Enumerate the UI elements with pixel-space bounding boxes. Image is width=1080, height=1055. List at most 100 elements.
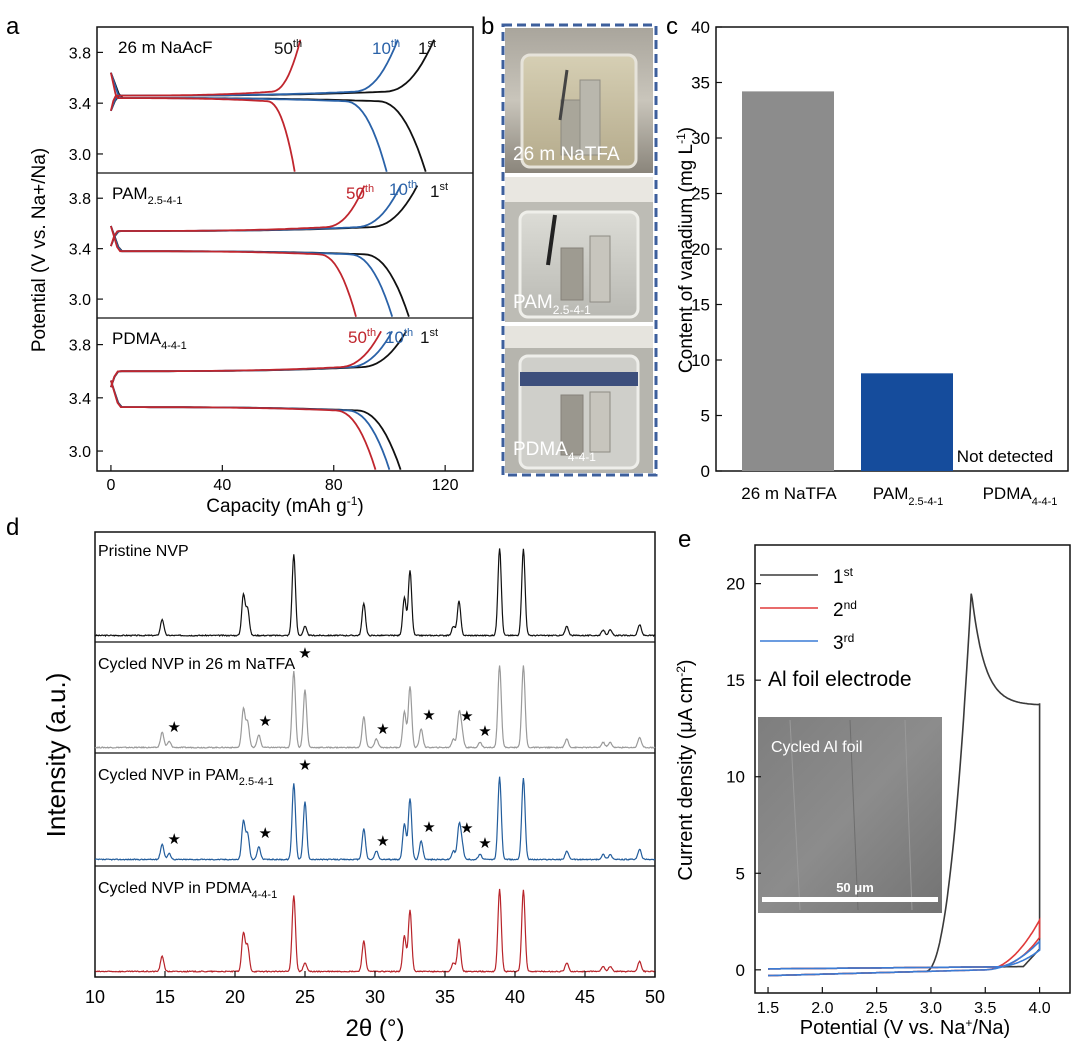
- photo-pam: PAM2.5-4-1: [505, 177, 653, 322]
- discharge-curve-10th: [110, 225, 394, 317]
- xtick-label: 35: [435, 987, 455, 1007]
- impurity-star: ★: [460, 708, 473, 725]
- panel-a-ylabel: Potential (V vs. Na+/Na): [29, 148, 50, 352]
- legend-2nd: 2nd: [833, 598, 857, 621]
- panel-d-frame: [94, 531, 656, 978]
- discharge-curve-10th: [110, 72, 388, 172]
- panel-e-frame: [754, 544, 1071, 994]
- panel-d-stars: ★ ★ ★ ★ ★ ★ ★ ★ ★ ★ ★ ★ ★ ★: [167, 645, 491, 852]
- subplot-1-title: 26 m NaAcF: [118, 38, 212, 57]
- discharge-curve-50th: [110, 380, 377, 470]
- impurity-star: ★: [258, 713, 271, 730]
- panel-a-curves: [110, 39, 435, 470]
- ytick-label: 20: [726, 575, 745, 594]
- ytick-label: 3.8: [69, 45, 91, 62]
- photo-pdma: PDMA4-4-1: [505, 326, 653, 473]
- impurity-star: ★: [258, 825, 271, 842]
- ytick-label: 25: [691, 185, 710, 204]
- pattern-2-label: Cycled NVP in 26 m NaTFA: [98, 656, 295, 673]
- s3-label-10th: 10th: [385, 327, 413, 347]
- scale-bar: [762, 897, 938, 902]
- impurity-star: ★: [422, 707, 435, 724]
- scale-bar-label: 50 μm: [836, 880, 874, 895]
- xrd-pattern-0: [94, 548, 655, 637]
- panel-letter-d: d: [6, 514, 19, 541]
- pattern-3-label: Cycled NVP in PAM2.5-4-1: [98, 767, 274, 788]
- panel-d-patterns: [94, 548, 656, 974]
- panel-c-not-detected: Not detected: [957, 447, 1053, 466]
- ytick-label: 3.4: [69, 242, 91, 259]
- s1-label-10th: 10th: [372, 38, 400, 58]
- charge-curve-50th: [110, 185, 366, 247]
- xtick-label: 30: [365, 987, 385, 1007]
- ytick-label: 3.4: [69, 96, 91, 113]
- xtick-label: 15: [155, 987, 175, 1007]
- impurity-star: ★: [167, 831, 180, 848]
- xtick-label: 25: [295, 987, 315, 1007]
- s2-label-50th: 50th: [346, 183, 374, 203]
- ytick-label: 40: [691, 18, 710, 37]
- xtick-label: 40: [505, 987, 525, 1007]
- panel-e-ylabel: Current density (μA cm-2): [674, 659, 697, 880]
- xtick-label: 1.5: [757, 1000, 779, 1017]
- ytick-label: 0: [736, 961, 745, 980]
- impurity-star: ★: [478, 723, 491, 740]
- xtick-label: 3.0: [920, 1000, 942, 1017]
- photo-pdma-label: PDMA4-4-1: [513, 439, 596, 464]
- impurity-star: ★: [298, 645, 311, 662]
- ytick-label: 15: [726, 671, 745, 690]
- xtick-label: 0: [106, 477, 115, 494]
- cv-cycle-3: [768, 939, 1041, 977]
- xtick-label: 2.0: [811, 1000, 833, 1017]
- panel-c-vanadium-bar: 0 5 10 15 20 25 30 35 40 26 m NaTFA PAM2.5-4-1 P…: [674, 18, 1069, 508]
- panel-e-curves: [768, 593, 1041, 977]
- ytick-label: 0: [701, 462, 710, 481]
- ytick-label: 35: [691, 74, 710, 93]
- panel-a-xticks: 0 40 80 120: [106, 465, 459, 494]
- panel-b-dashed-frame: [501, 23, 658, 477]
- impurity-star: ★: [376, 721, 389, 738]
- impurity-star: ★: [478, 835, 491, 852]
- inset-label: Cycled Al foil: [771, 739, 863, 756]
- ytick-label: 3.0: [69, 292, 91, 309]
- ytick-label: 3.8: [69, 191, 91, 208]
- panel-a-charge-discharge: 3.0 3.4 3.8 3.0 3.4 3.8 3.0 3.4 3.8 0 40 80 120 26 …: [29, 26, 474, 517]
- panel-a-yticks: 3.0 3.4 3.8 3.0 3.4 3.8 3.0 3.4 3.8: [69, 45, 103, 461]
- xtick-label: 10: [85, 987, 105, 1007]
- panel-e-legend: 1st 2nd 3rd: [760, 565, 857, 654]
- panel-e-yticks: 0 5 10 15 20: [726, 575, 761, 980]
- panel-c-bars: [742, 91, 953, 471]
- discharge-curve-50th: [110, 225, 357, 317]
- panel-e-xlabel: Potential (V vs. Na+/Na): [800, 1016, 1010, 1039]
- legend-3rd: 3rd: [833, 631, 854, 654]
- xtick-label: 45: [575, 987, 595, 1007]
- xrd-pattern-1: [94, 665, 656, 749]
- impurity-star: ★: [167, 719, 180, 736]
- charge-curve-50th: [110, 39, 302, 112]
- ytick-label: 3.0: [69, 147, 91, 164]
- pattern-1-label: Pristine NVP: [98, 543, 189, 560]
- ytick-label: 5: [736, 864, 745, 883]
- panel-letter-c: c: [666, 13, 678, 40]
- bar-label-natfa: 26 m NaTFA: [741, 484, 837, 503]
- s3-label-50th: 50th: [348, 327, 376, 347]
- impurity-star: ★: [376, 833, 389, 850]
- xtick-label: 40: [213, 477, 231, 494]
- panel-b-photos: 26 m NaTFA PAM2.5-4-1 PDMA4-4-1: [501, 23, 658, 477]
- s2-label-10th: 10th: [389, 179, 417, 199]
- panel-d-xlabel: 2θ (°): [346, 1015, 405, 1042]
- bar-label-pdma: PDMA4-4-1: [983, 484, 1058, 508]
- panel-d-xrd: ★ ★ ★ ★ ★ ★ ★ ★ ★ ★ ★ ★ ★ ★ 10 15 20 25 30 35 40 45 50 Pristi…: [41, 531, 665, 1042]
- panel-c-ylabel: Content of vanadium (mg L-1): [674, 127, 697, 373]
- xrd-pattern-3: [94, 888, 656, 974]
- ytick-label: 3.0: [69, 444, 91, 461]
- panel-a-xlabel: Capacity (mAh g-1): [206, 494, 363, 517]
- panel-c-yticks: 0 5 10 15 20 25 30 35 40: [691, 18, 722, 481]
- impurity-star: ★: [460, 820, 473, 837]
- charge-curve-50th: [110, 330, 382, 388]
- ytick-label: 15: [691, 296, 710, 315]
- s2-label-1st: 1st: [430, 181, 448, 201]
- legend-1st: 1st: [833, 565, 854, 588]
- panel-e-sem-inset: Cycled Al foil 50 μm: [758, 717, 942, 913]
